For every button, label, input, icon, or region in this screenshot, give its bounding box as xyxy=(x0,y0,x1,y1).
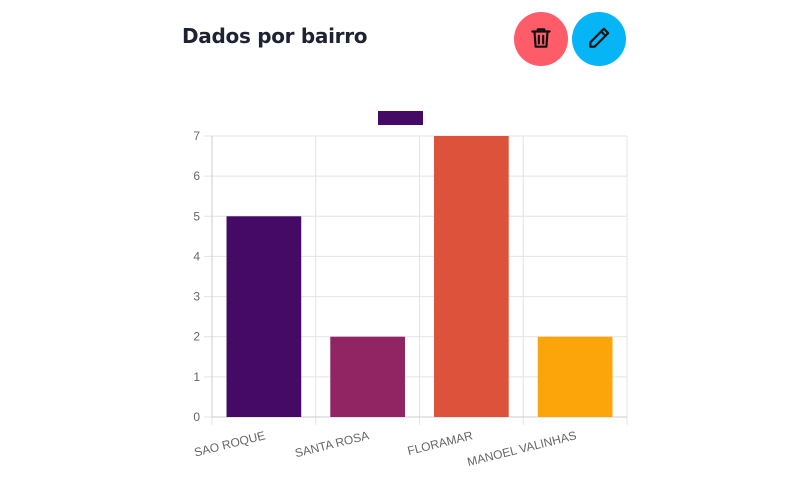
y-tick-label: 3 xyxy=(193,290,200,304)
edit-button[interactable] xyxy=(572,12,626,66)
y-tick-label: 7 xyxy=(193,129,200,143)
y-tick-label: 2 xyxy=(193,330,200,344)
bar-santa-rosa xyxy=(330,336,405,417)
y-tick-label: 1 xyxy=(193,370,200,384)
x-tick-label: FLORAMAR xyxy=(406,428,474,458)
y-tick-label: 5 xyxy=(193,209,200,223)
legend-swatch xyxy=(378,111,423,125)
y-tick-label: 4 xyxy=(193,249,200,263)
x-tick-label: SAO ROQUE xyxy=(193,428,267,459)
pencil-icon xyxy=(586,25,612,54)
trash-icon xyxy=(528,25,554,54)
bar-sao-roque xyxy=(226,216,302,417)
y-tick-label: 0 xyxy=(193,410,200,424)
bar-floramar xyxy=(434,136,509,417)
delete-button[interactable] xyxy=(514,12,568,66)
y-tick-label: 6 xyxy=(193,169,200,183)
x-tick-label: MANOEL VALINHAS xyxy=(466,428,578,469)
page-title: Dados por bairro xyxy=(182,24,368,48)
bar-manoel-valinhas xyxy=(537,336,613,417)
x-tick-label: SANTA ROSA xyxy=(293,428,370,460)
